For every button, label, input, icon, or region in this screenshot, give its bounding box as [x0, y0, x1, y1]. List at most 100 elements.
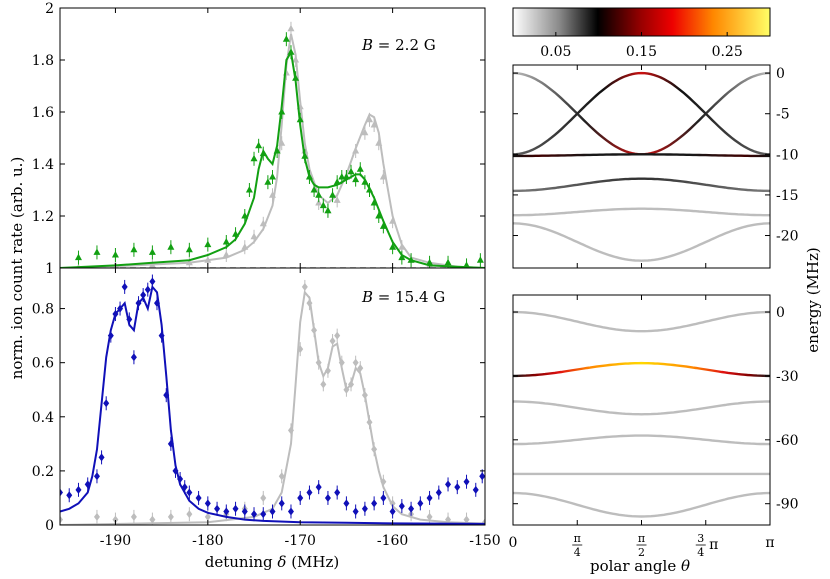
- data-series-blue: [60, 274, 485, 522]
- data-point: [186, 507, 193, 522]
- data-point: [278, 469, 285, 484]
- y-tick-label: -60: [776, 433, 799, 449]
- data-point: [98, 450, 105, 465]
- colorbar-tick-label: 0.15: [626, 44, 657, 60]
- data-point: [130, 350, 137, 365]
- data-point: [398, 250, 406, 265]
- data-point: [305, 170, 313, 184]
- data-point: [398, 499, 405, 514]
- data-point: [167, 240, 175, 255]
- data-point: [338, 170, 346, 184]
- y-tick-label: 0: [776, 66, 785, 82]
- data-point: [121, 279, 128, 294]
- energy-level-4: [513, 434, 770, 446]
- y-axis-label-left: norm. ion count rate (arb. u.): [8, 157, 26, 380]
- data-point: [185, 255, 193, 268]
- data-point: [370, 118, 378, 132]
- data-point: [361, 501, 368, 516]
- y-tick-label: 0.8: [32, 302, 54, 318]
- svg-text:4: 4: [574, 546, 581, 559]
- x-tick-label: 0: [509, 535, 518, 551]
- data-point: [130, 242, 138, 257]
- data-point: [301, 279, 308, 294]
- data-point: [375, 209, 383, 223]
- y-tick-label: 0.6: [32, 356, 54, 372]
- data-point: [186, 485, 193, 500]
- data-point: [66, 488, 73, 503]
- data-point: [250, 229, 258, 244]
- fit-curve-gray: [60, 289, 485, 525]
- data-point: [222, 248, 230, 262]
- data-point: [379, 170, 387, 184]
- data-point: [375, 136, 383, 151]
- data-point: [301, 149, 309, 164]
- data-point: [389, 240, 397, 255]
- energy-level-2: [513, 361, 770, 378]
- data-point: [329, 188, 337, 203]
- data-point: [426, 509, 433, 524]
- data-point: [74, 250, 82, 265]
- data-point: [250, 151, 258, 166]
- y-tick-label: 1.6: [32, 105, 54, 121]
- data-series-gray: [60, 279, 485, 525]
- data-point: [232, 227, 240, 242]
- data-point: [324, 203, 332, 218]
- x-tick-label: -180: [192, 533, 223, 549]
- energy-level-5: [513, 207, 770, 217]
- data-point: [426, 255, 434, 268]
- x-tick-label: π2: [636, 532, 647, 559]
- data-point: [352, 355, 359, 370]
- data-point: [264, 175, 272, 190]
- data-point: [269, 504, 276, 519]
- data-point: [352, 144, 360, 158]
- data-point: [269, 170, 276, 184]
- data-series-green: [74, 32, 484, 268]
- panel-bottom-right-frame: [512, 294, 771, 526]
- data-point: [435, 485, 442, 500]
- colorbar-tick-label: 0.05: [540, 44, 571, 60]
- data-point: [278, 496, 285, 511]
- energy-level-6: [512, 222, 771, 262]
- data-point: [126, 312, 133, 327]
- data-point: [476, 253, 484, 268]
- data-point: [296, 112, 304, 127]
- data-point: [479, 469, 485, 484]
- x-tick-label: -150: [469, 533, 500, 549]
- x-axis-label-right: polar angle θ: [590, 557, 690, 575]
- data-point: [306, 296, 313, 311]
- data-point: [148, 245, 156, 260]
- data-point: [135, 296, 142, 311]
- x-tick-label: -190: [100, 533, 131, 549]
- data-point: [259, 216, 267, 231]
- data-point: [379, 219, 387, 234]
- x-tick-label: π: [765, 535, 774, 551]
- data-point: [158, 328, 165, 343]
- energy-level-4: [512, 177, 771, 193]
- data-point: [260, 507, 267, 522]
- data-point: [342, 170, 350, 184]
- data-point: [112, 306, 119, 321]
- data-point: [287, 21, 295, 36]
- y-tick-label: -15: [776, 188, 799, 204]
- data-point: [380, 474, 387, 489]
- y-tick-label: 2: [45, 1, 54, 17]
- data-point: [463, 474, 470, 489]
- data-point: [361, 125, 369, 140]
- y-axis-label-right: energy (MHz): [804, 247, 822, 352]
- panel-top-left: 1 1.2 1.4 1.6 1.8 2 B = 2.2 G: [32, 1, 486, 277]
- data-point: [278, 136, 286, 151]
- data-point: [269, 188, 276, 203]
- data-point: [347, 164, 355, 179]
- data-point: [361, 175, 369, 190]
- data-point: [84, 477, 91, 492]
- fit-curve-gray: [60, 33, 485, 268]
- data-point: [223, 504, 230, 519]
- data-point: [472, 482, 479, 497]
- annotation-top: B = 2.2 G: [361, 36, 436, 54]
- data-point: [185, 242, 193, 257]
- data-point: [454, 480, 461, 495]
- data-point: [232, 501, 239, 516]
- colorbar-tick-label: 0.25: [712, 44, 743, 60]
- annotation-bottom: B = 15.4 G: [361, 288, 445, 306]
